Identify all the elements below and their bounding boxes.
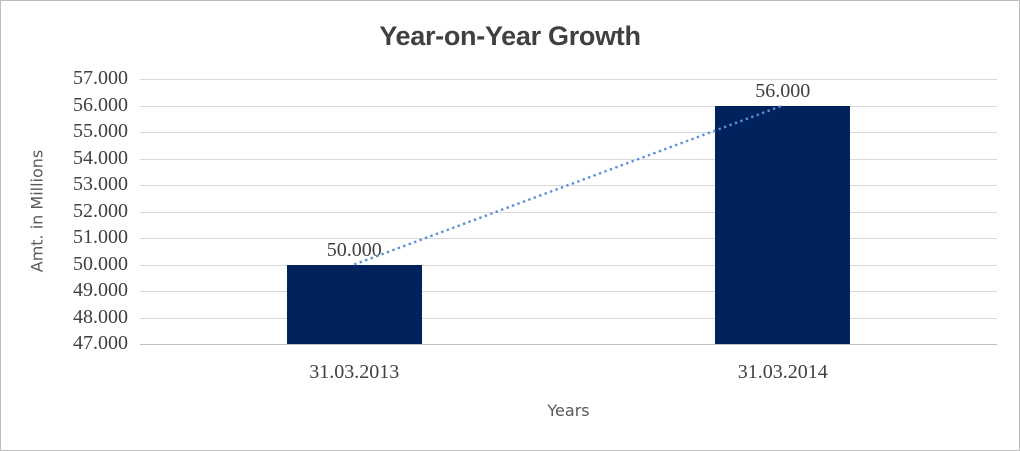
y-tick-label: 56.000 — [73, 93, 128, 116]
y-tick-label: 57.000 — [73, 67, 128, 89]
y-tick-label: 54.000 — [73, 146, 128, 169]
gridline — [140, 264, 997, 266]
bar-value-label: 56.000 — [755, 79, 811, 102]
y-tick-label: 48.000 — [73, 305, 128, 328]
x-tick-label: 31.03.2013 — [309, 361, 400, 383]
y-tick-label: 52.000 — [73, 199, 128, 222]
trendline — [353, 104, 784, 266]
gridline — [140, 105, 997, 107]
x-axis-line — [140, 344, 997, 345]
y-tick-label: 55.000 — [73, 120, 128, 142]
gridline — [140, 317, 997, 319]
plot-area: 50.000 56.000 — [140, 79, 997, 345]
gridline — [140, 238, 997, 239]
gridline — [140, 79, 997, 80]
y-tick-label: 50.000 — [73, 252, 128, 275]
y-tick-label: 51.000 — [73, 226, 128, 248]
gridline — [140, 132, 997, 133]
x-axis-title: Years — [547, 401, 590, 420]
bar-value-label: 50.000 — [326, 238, 382, 261]
y-tick-label: 49.000 — [73, 279, 128, 301]
y-tick-label: 47.000 — [73, 332, 128, 354]
bar-31.03.2013 — [286, 264, 422, 344]
bar-31.03.2014 — [715, 105, 851, 344]
x-tick-label: 31.03.2014 — [737, 361, 828, 383]
gridline — [140, 158, 997, 160]
gridline — [140, 211, 997, 213]
chart-title: Year-on-Year Growth — [379, 21, 641, 51]
gridline — [140, 291, 997, 292]
y-tick-label: 53.000 — [73, 173, 128, 195]
